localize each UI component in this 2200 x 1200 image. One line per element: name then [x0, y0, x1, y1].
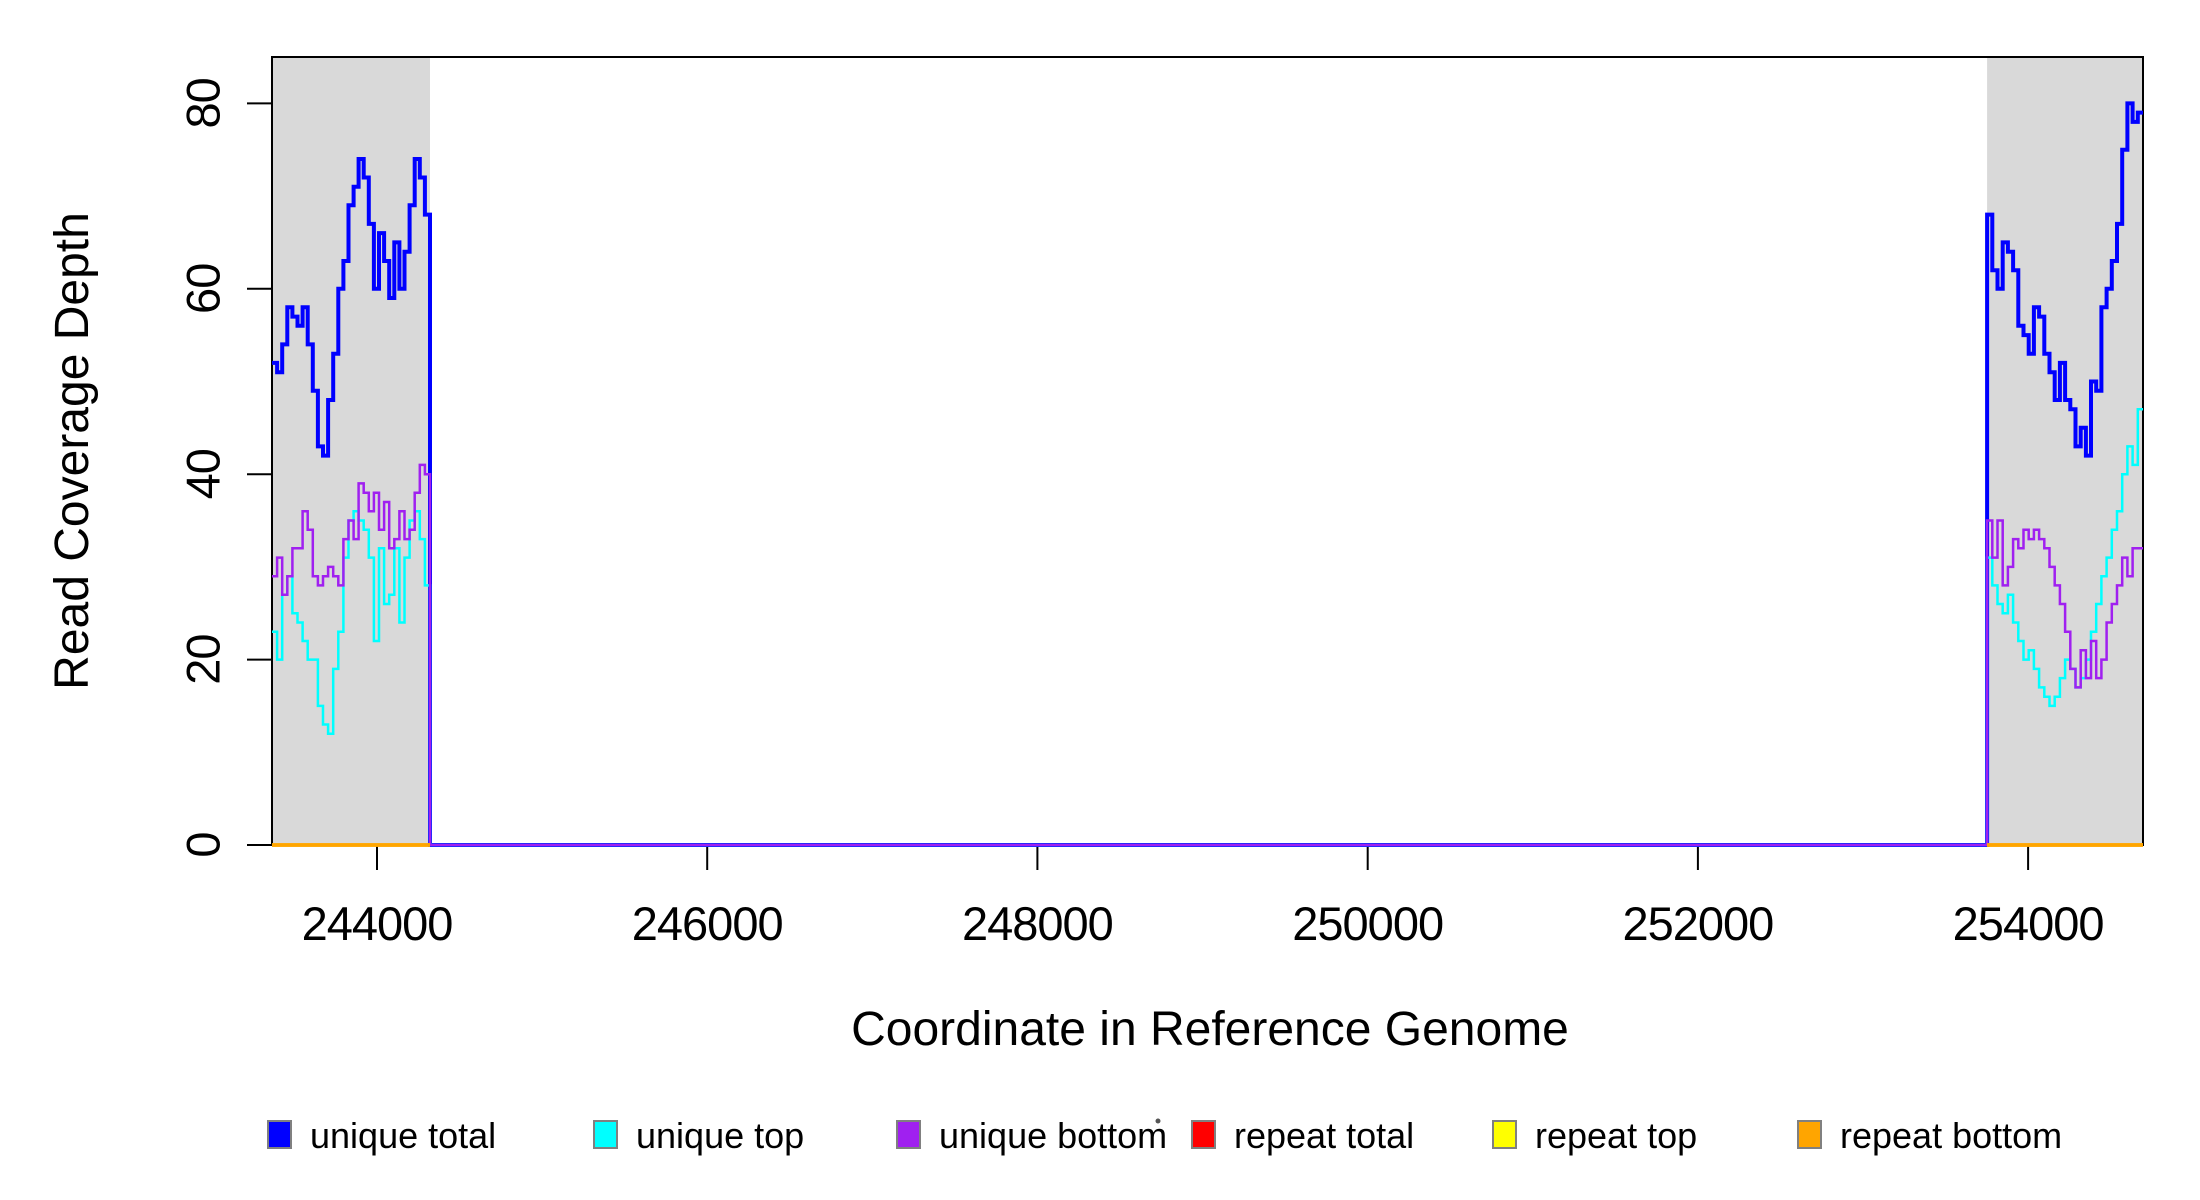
y-tick-label: 20	[177, 634, 230, 684]
legend-label: unique bottom	[939, 1115, 1167, 1156]
legend-label: repeat top	[1535, 1115, 1697, 1156]
legend-item-unique-total: unique total	[267, 1115, 496, 1156]
series-unique-total	[272, 101, 2143, 847]
shaded-repeat-regions	[272, 57, 2143, 845]
x-tick-label: 248000	[962, 897, 1113, 950]
x-tick-label: 252000	[1622, 897, 1773, 950]
legend-label: unique top	[636, 1115, 804, 1156]
legend-swatch	[267, 1120, 292, 1149]
repeat-region-shade	[272, 57, 430, 845]
axes: 244000 246000 248000 250000 252000 254000 0 20 4…	[177, 78, 2105, 950]
plot-box-border	[271, 56, 2144, 846]
legend-swatch	[896, 1120, 921, 1149]
x-tick-label: 254000	[1953, 897, 2104, 950]
legend-label: repeat total	[1234, 1115, 1414, 1156]
x-tick-label: 246000	[632, 897, 783, 950]
plot-box	[271, 56, 2144, 846]
x-tick-label: 250000	[1292, 897, 1443, 950]
legend-label: repeat bottom	[1840, 1115, 2062, 1156]
y-tick-label: 80	[177, 78, 230, 128]
legend-item-repeat-total: repeat total	[1191, 1115, 1414, 1156]
legend-swatch	[593, 1120, 618, 1149]
legend-swatch	[1191, 1120, 1216, 1149]
y-axis-title: Read Coverage Depth	[46, 212, 99, 690]
legend-item-unique-bottom: unique bottom	[896, 1115, 1167, 1156]
repeat-region-shade	[1987, 57, 2143, 845]
series-lines	[272, 101, 2143, 847]
legend-item-repeat-top: repeat top	[1492, 1115, 1697, 1156]
legend-swatch	[1797, 1120, 1822, 1149]
x-tick-label: 244000	[302, 897, 453, 950]
y-tick-label: 60	[177, 264, 230, 314]
legend-item-unique-top: unique top	[593, 1115, 804, 1156]
legend-item-repeat-bottom: repeat bottom	[1797, 1115, 2062, 1156]
stray-dot	[1155, 1118, 1161, 1124]
series-unique-bottom	[272, 463, 2143, 847]
series-unique-top	[272, 408, 2143, 847]
y-tick-label: 40	[177, 449, 230, 499]
legend-swatch	[1492, 1120, 1517, 1149]
legend-label: unique total	[310, 1115, 496, 1156]
y-tick-label: 0	[177, 832, 230, 857]
x-axis-title: Coordinate in Reference Genome	[851, 1003, 1569, 1056]
legend: unique total unique top unique bottom repea…	[267, 1115, 2062, 1156]
